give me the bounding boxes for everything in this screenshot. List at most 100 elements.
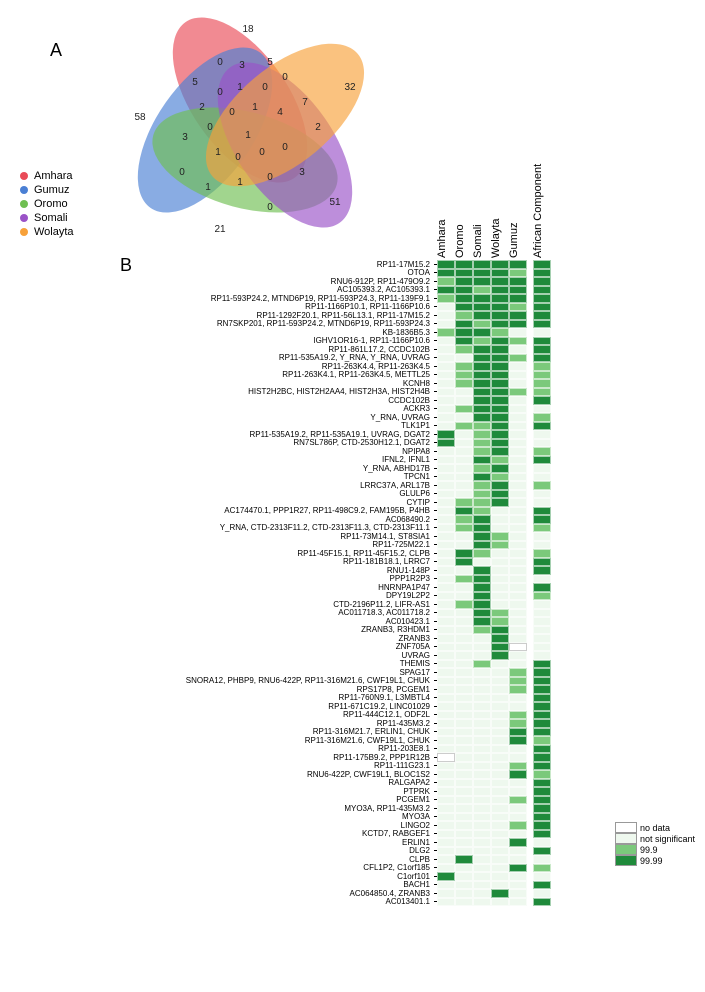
heatmap-cell [455,651,473,660]
heatmap-cell [473,566,491,575]
heatmap-cell [491,532,509,541]
heatmap-cell [509,685,527,694]
heatmap-cell [437,770,455,779]
heatmap-cell [473,600,491,609]
heatmap-cell [437,507,455,516]
heatmap-cell [437,405,455,414]
venn-count: 1 [252,102,258,113]
heatmap-cell [509,328,527,337]
heatmap-cells [437,702,551,711]
heatmap-cell [533,779,551,788]
heatmap-cell [437,864,455,873]
heatmap-cells [437,524,551,533]
heatmap-cell [509,753,527,762]
heatmap-legend-label: 99.99 [640,856,663,866]
heatmap-cell [473,464,491,473]
heatmap-cell [473,303,491,312]
heatmap-cells [437,456,551,465]
heatmap-cell [509,864,527,873]
heatmap-cell [473,609,491,618]
heatmap-cell [509,277,527,286]
venn-count: 32 [344,82,356,93]
heatmap-cells [437,269,551,278]
heatmap-cells [437,430,551,439]
heatmap-cells [437,592,551,601]
heatmap-cell [473,796,491,805]
heatmap-row: KCNH8 [10,379,695,388]
heatmap-cell [473,583,491,592]
heatmap-cell [509,566,527,575]
heatmap-cell [473,770,491,779]
heatmap-cell [455,507,473,516]
heatmap-cells [437,736,551,745]
venn-count: 0 [259,147,265,158]
heatmap-row: OTOA [10,269,695,278]
venn-count: 18 [242,24,254,35]
heatmap-cell [455,422,473,431]
heatmap-cell [509,422,527,431]
heatmap-cell [509,337,527,346]
heatmap-cell [437,422,455,431]
heatmap-cell [437,668,455,677]
heatmap-row: RP11-671C19.2, LINC01029 [10,702,695,711]
venn-count: 0 [235,152,241,163]
heatmap-row: TPCN1 [10,473,695,482]
heatmap-cell [509,269,527,278]
heatmap-cells [437,566,551,575]
heatmap-cell [473,362,491,371]
heatmap-cell [491,787,509,796]
heatmap-cell [491,779,509,788]
heatmap-cell [533,634,551,643]
heatmap-cell [491,864,509,873]
heatmap-cells [437,813,551,822]
heatmap-cell [533,566,551,575]
heatmap-cell [455,396,473,405]
heatmap-cell [533,481,551,490]
heatmap-cell [509,804,527,813]
heatmap-cell [455,277,473,286]
heatmap-cells [437,294,551,303]
heatmap-cell [491,277,509,286]
heatmap-cell [473,898,491,907]
heatmap-row: RNU1-148P [10,566,695,575]
heatmap-cell [509,736,527,745]
heatmap-cell [473,337,491,346]
heatmap-cell [455,269,473,278]
heatmap-cell [455,575,473,584]
heatmap-legend-swatch [615,833,637,844]
heatmap-cell [455,898,473,907]
heatmap-cell [491,651,509,660]
heatmap-cell [455,745,473,754]
heatmap-cell [455,736,473,745]
heatmap-row: LRRC37A, ARL17B [10,481,695,490]
heatmap-row: HIST2H2BC, HIST2H2AA4, HIST2H3A, HIST2H4… [10,388,695,397]
heatmap-cell [455,515,473,524]
heatmap-cells [437,303,551,312]
heatmap-cell [437,490,455,499]
heatmap-cell [509,898,527,907]
heatmap-cell [473,507,491,516]
heatmap-cell [437,396,455,405]
heatmap-cell [509,838,527,847]
heatmap-cell [533,260,551,269]
heatmap-cell [491,498,509,507]
heatmap-cells [437,694,551,703]
venn-count: 0 [217,57,223,68]
heatmap-row: DLG2 [10,847,695,856]
heatmap-body: RP11-17M15.2OTOARNU6-912P, RP11-479O9.2A… [10,260,695,906]
heatmap-cells [437,558,551,567]
heatmap-cells [437,855,551,864]
heatmap-cell [437,473,455,482]
heatmap-cell [473,685,491,694]
heatmap-cell [437,813,455,822]
heatmap-cell [491,379,509,388]
heatmap-cell [509,711,527,720]
heatmap-cell [455,881,473,890]
heatmap-cells [437,626,551,635]
heatmap-cell [491,549,509,558]
heatmap-cell [509,762,527,771]
heatmap-cell [437,617,455,626]
heatmap-cell [491,345,509,354]
heatmap-cell [509,668,527,677]
heatmap-cell [437,719,455,728]
